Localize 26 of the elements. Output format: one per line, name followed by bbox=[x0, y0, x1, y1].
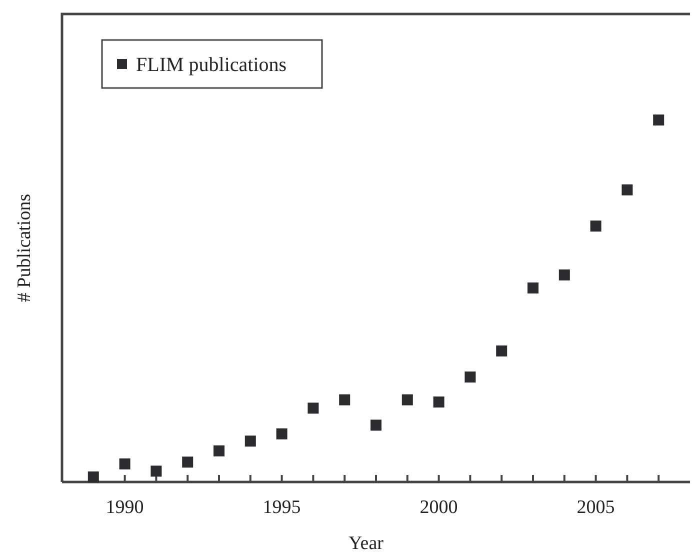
x-axis-title: Year bbox=[348, 533, 384, 553]
point bbox=[119, 458, 130, 470]
point bbox=[433, 396, 444, 408]
x-tick-label: 1995 bbox=[262, 496, 301, 518]
x-tick-label: 1990 bbox=[106, 496, 144, 518]
point bbox=[402, 394, 413, 406]
point bbox=[370, 420, 382, 431]
x-tick-label: 2000 bbox=[420, 496, 458, 518]
point bbox=[308, 402, 319, 414]
point bbox=[464, 372, 476, 383]
point bbox=[590, 220, 602, 232]
x-tick-label: 2005 bbox=[576, 496, 615, 518]
point bbox=[496, 345, 508, 356]
point bbox=[150, 466, 162, 477]
point bbox=[182, 456, 194, 468]
point bbox=[653, 114, 664, 126]
point bbox=[88, 471, 99, 482]
point bbox=[528, 282, 538, 294]
point bbox=[214, 445, 224, 456]
point bbox=[558, 269, 570, 280]
point bbox=[244, 436, 256, 447]
y-axis-title: # Publications bbox=[14, 194, 35, 302]
legend-label: FLIM publications bbox=[136, 54, 287, 76]
point bbox=[622, 184, 633, 196]
point bbox=[276, 428, 288, 440]
point bbox=[339, 394, 350, 406]
